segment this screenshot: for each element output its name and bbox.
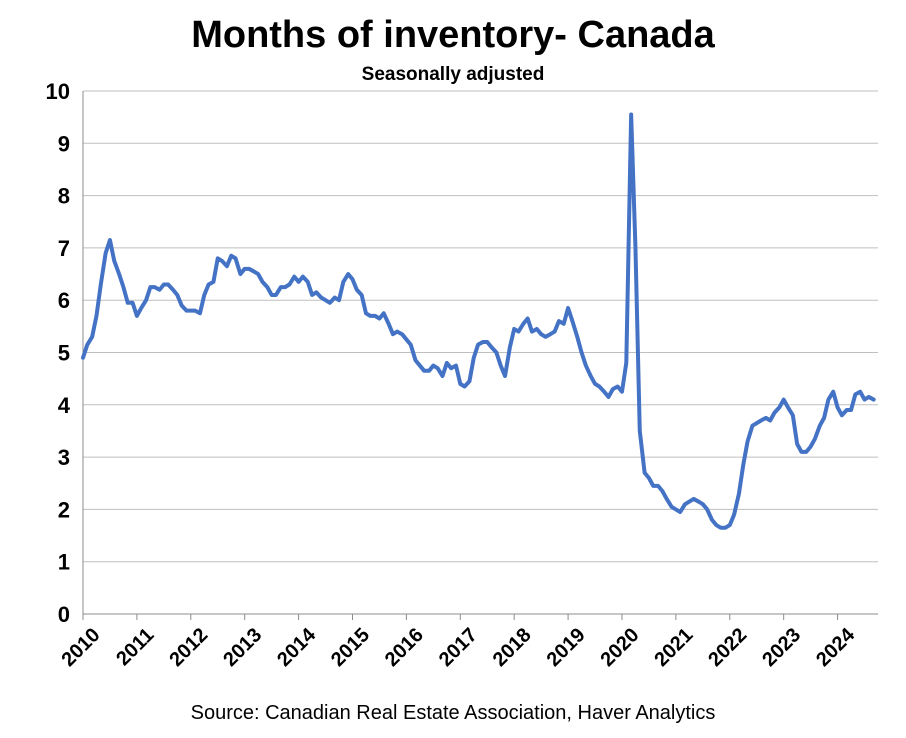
y-tick-label: 7 [58,236,70,261]
x-tick-label: 2019 [543,624,590,671]
series [81,112,876,530]
y-tick-label: 0 [58,602,70,627]
x-tick-label: 2016 [381,624,428,671]
chart-source: Source: Canadian Real Estate Association… [190,702,716,724]
y-tick-label: 5 [58,341,70,366]
y-tick-label: 3 [58,445,70,470]
axes [82,91,878,620]
y-tick-label: 6 [58,288,70,313]
x-tick-label: 2013 [219,624,266,671]
x-tick-label: 2018 [489,624,536,671]
x-tick-label: 2021 [650,624,697,671]
x-tick-label: 2010 [58,624,105,671]
x-tick-label: 2012 [165,624,212,671]
x-tick-label: 2015 [327,624,374,671]
x-tick-label: 2014 [273,623,321,671]
y-tick-label: 1 [58,550,70,575]
x-tick-label: 2011 [112,624,158,670]
x-tick-label: 2024 [812,623,860,671]
x-tick-label: 2023 [758,624,805,671]
chart-subtitle: Seasonally adjusted [361,64,545,85]
x-tick-label: 2022 [704,624,751,671]
chart-title: Months of inventory- Canada [191,14,715,56]
series-line-0 [81,112,876,530]
y-tick-label: 10 [46,79,70,104]
x-tick-label: 2020 [596,624,643,671]
x-tick-labels: 2010 2011 2012 2013 2014 2015 2016 2017 2018 2019… [58,623,860,671]
x-tick-label: 2017 [435,624,482,671]
y-tick-label: 9 [58,131,70,156]
y-tick-label: 4 [58,393,71,418]
y-tick-label: 2 [58,497,70,522]
y-tick-labels: 0 1 2 3 4 5 6 7 8 9 10 [46,79,71,627]
y-tick-label: 8 [58,184,70,209]
gridlines [83,90,878,563]
